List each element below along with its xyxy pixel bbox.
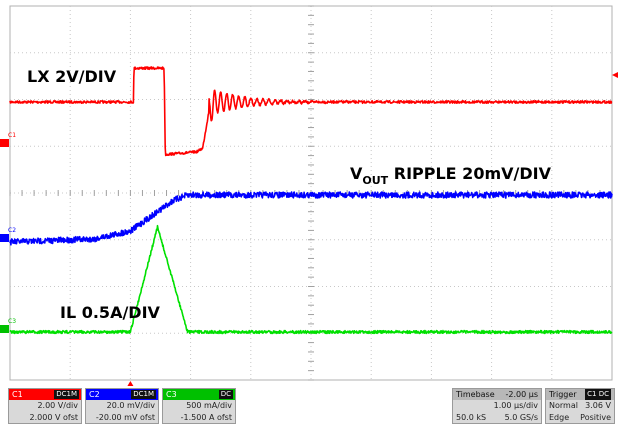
marker-c1-text: C1 <box>8 132 16 139</box>
trigger-level: 3.06 V <box>585 401 611 410</box>
marker-c1-chip <box>0 139 9 147</box>
trigger-level-marker <box>612 72 618 78</box>
trigger-time-marker <box>127 381 134 386</box>
vout-annotation-sub: OUT <box>362 174 388 187</box>
trigger-source: C1 DC <box>585 389 611 400</box>
channel-c1-header: C1 DC1M <box>9 389 81 400</box>
timebase-per-div: 1.00 µs/div <box>493 401 538 410</box>
trigger-label: Trigger <box>549 390 577 399</box>
channel-c3-box[interactable]: C3 DC 500 mA/div -1.500 A ofst <box>162 388 236 424</box>
trace-c1 <box>9 66 613 157</box>
trigger-mode: Normal <box>549 401 578 410</box>
trace-c2 <box>9 191 613 246</box>
vout-annotation-rest: RIPPLE 20mV/DIV <box>388 164 551 183</box>
timebase-rate: 5.0 GS/s <box>504 413 538 422</box>
marker-c3-text: C3 <box>8 318 16 325</box>
traces <box>9 66 613 335</box>
trigger-type: Edge <box>549 413 570 422</box>
trigger-header: Trigger C1 DC <box>546 389 614 400</box>
channel-c1-box[interactable]: C1 DC1M 2.00 V/div 2.000 V ofst <box>8 388 82 424</box>
marker-c2-text: C2 <box>8 227 16 234</box>
timebase-box[interactable]: Timebase -2.00 µs 1.00 µs/div 50.0 kS 5.… <box>452 388 542 424</box>
channel-c2-scale: 20.0 mV/div <box>106 401 155 410</box>
channel-c2-name: C2 <box>89 390 100 399</box>
trigger-type-row: Edge Positive <box>546 412 614 424</box>
channel-c1-name: C1 <box>12 390 23 399</box>
il-annotation: IL 0.5A/DIV <box>60 303 161 322</box>
marker-c3-chip <box>0 325 9 333</box>
trigger-box[interactable]: Trigger C1 DC Normal 3.06 V Edge Positiv… <box>545 388 615 424</box>
timebase-delay: -2.00 µs <box>505 390 539 399</box>
timebase-samples: 50.0 kS <box>456 413 487 422</box>
trigger-slope: Positive <box>580 413 611 422</box>
vout-annotation-main: V <box>350 164 363 183</box>
timebase-sampling: 50.0 kS 5.0 GS/s <box>453 412 541 424</box>
trigger-mode-row: Normal 3.06 V <box>546 400 614 412</box>
channel-c3-coupling: DC <box>218 390 233 399</box>
marker-c2-chip <box>0 234 9 242</box>
vout-annotation: VOUT RIPPLE 20mV/DIV <box>350 164 552 187</box>
channel-c3-scale: 500 mA/div <box>186 401 232 410</box>
channel-c3-offset: -1.500 A ofst <box>180 413 232 422</box>
trace-c3 <box>9 224 613 335</box>
channel-c2-box[interactable]: C2 DC1M 20.0 mV/div -20.00 mV ofst <box>85 388 159 424</box>
channel-c1-scale: 2.00 V/div <box>37 401 78 410</box>
channel-c1-coupling: DC1M <box>54 390 79 399</box>
timebase-header: Timebase -2.00 µs <box>453 389 541 400</box>
channel-c2-header: C2 DC1M <box>86 389 158 400</box>
timebase-label: Timebase <box>456 390 495 399</box>
channel-markers: C1 C2 C3 <box>0 72 618 386</box>
lx-annotation: LX 2V/DIV <box>27 67 117 86</box>
channel-c3-header: C3 DC <box>163 389 235 400</box>
channel-c1-offset: 2.000 V ofst <box>29 413 78 422</box>
channel-c2-coupling: DC1M <box>131 390 156 399</box>
channel-c2-offset: -20.00 mV ofst <box>95 413 155 422</box>
channel-c3-name: C3 <box>166 390 177 399</box>
